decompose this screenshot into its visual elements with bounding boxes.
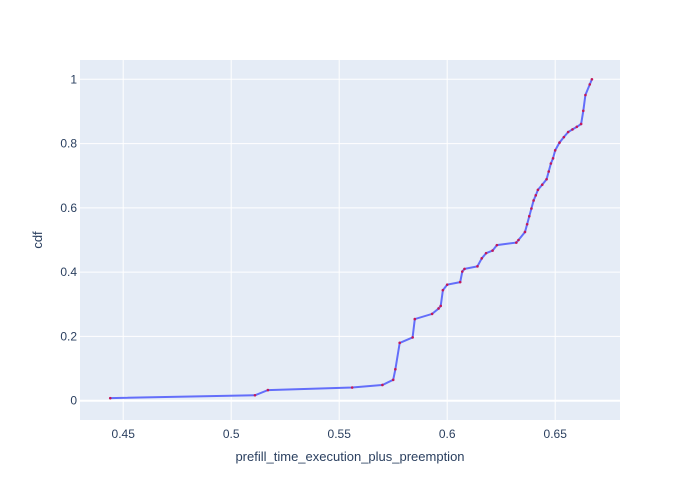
cdf-point bbox=[584, 93, 587, 97]
cdf-point bbox=[439, 304, 443, 308]
cdf-point bbox=[588, 83, 592, 86]
cdf-point bbox=[476, 265, 479, 268]
cdf-point bbox=[461, 270, 464, 273]
cdf-point bbox=[437, 307, 440, 310]
x-tick-label: 0.5 bbox=[223, 427, 240, 441]
cdf-point bbox=[590, 77, 594, 81]
cdf-point bbox=[398, 341, 401, 345]
cdf-point bbox=[463, 267, 466, 271]
cdf-point bbox=[445, 283, 449, 286]
cdf-point bbox=[562, 135, 566, 139]
cdf-point bbox=[515, 241, 518, 244]
x-tick-labels: 0.45 0.5 0.55 0.6 0.65 bbox=[112, 427, 568, 441]
cdf-point bbox=[558, 141, 561, 144]
cdf-point bbox=[266, 388, 270, 392]
cdf-point bbox=[523, 230, 527, 234]
cdf-point bbox=[545, 177, 548, 181]
cdf-point bbox=[517, 238, 520, 242]
cdf-point bbox=[540, 183, 544, 187]
x-axis-title: prefill_time_execution_plus_preemption bbox=[235, 449, 464, 464]
gridlines bbox=[80, 60, 620, 420]
cdf-point bbox=[394, 367, 397, 371]
x-tick-label: 0.45 bbox=[112, 427, 136, 441]
cdf-point bbox=[525, 222, 529, 226]
cdf-point bbox=[391, 378, 395, 382]
cdf-point bbox=[441, 288, 445, 292]
cdf-point bbox=[579, 122, 583, 126]
cdf-point bbox=[571, 128, 574, 131]
y-tick-label: 1 bbox=[70, 72, 77, 86]
y-tick-label: 0 bbox=[70, 394, 77, 408]
cdf-point bbox=[108, 396, 112, 400]
cdf-point bbox=[411, 336, 414, 339]
cdf-point bbox=[575, 125, 579, 129]
cdf-point bbox=[253, 393, 257, 397]
cdf-point bbox=[581, 109, 585, 113]
cdf-point bbox=[458, 280, 462, 284]
cdf-point bbox=[532, 199, 535, 202]
cdf-point bbox=[547, 170, 551, 173]
cdf-point bbox=[495, 243, 499, 247]
cdf-point bbox=[530, 207, 533, 210]
x-tick-label: 0.65 bbox=[544, 427, 568, 441]
y-tick-label: 0.6 bbox=[60, 201, 77, 215]
cdf-point bbox=[350, 386, 354, 389]
cdf-point bbox=[553, 149, 557, 152]
series-layer bbox=[108, 77, 594, 400]
cdf-point bbox=[480, 257, 484, 260]
cdf-point bbox=[551, 157, 555, 160]
cdf-point bbox=[430, 312, 434, 316]
y-tick-label: 0.2 bbox=[60, 329, 77, 343]
x-tick-label: 0.6 bbox=[439, 427, 456, 441]
y-tick-labels: 0 0.2 0.4 0.6 0.8 1 bbox=[60, 72, 77, 407]
y-tick-label: 0.4 bbox=[60, 265, 77, 279]
x-tick-label: 0.55 bbox=[328, 427, 352, 441]
cdf-point bbox=[413, 317, 417, 321]
y-tick-label: 0.8 bbox=[60, 137, 77, 151]
cdf-point bbox=[527, 214, 531, 218]
cdf-point bbox=[566, 130, 570, 134]
cdf-point bbox=[484, 251, 488, 255]
cdf-point bbox=[491, 249, 494, 252]
y-axis-title: cdf bbox=[30, 231, 45, 249]
cdf-point bbox=[549, 162, 553, 165]
plot-area bbox=[80, 60, 620, 420]
cdf-point bbox=[534, 194, 538, 197]
cdf-point bbox=[536, 188, 540, 192]
cdf-point bbox=[381, 383, 384, 387]
